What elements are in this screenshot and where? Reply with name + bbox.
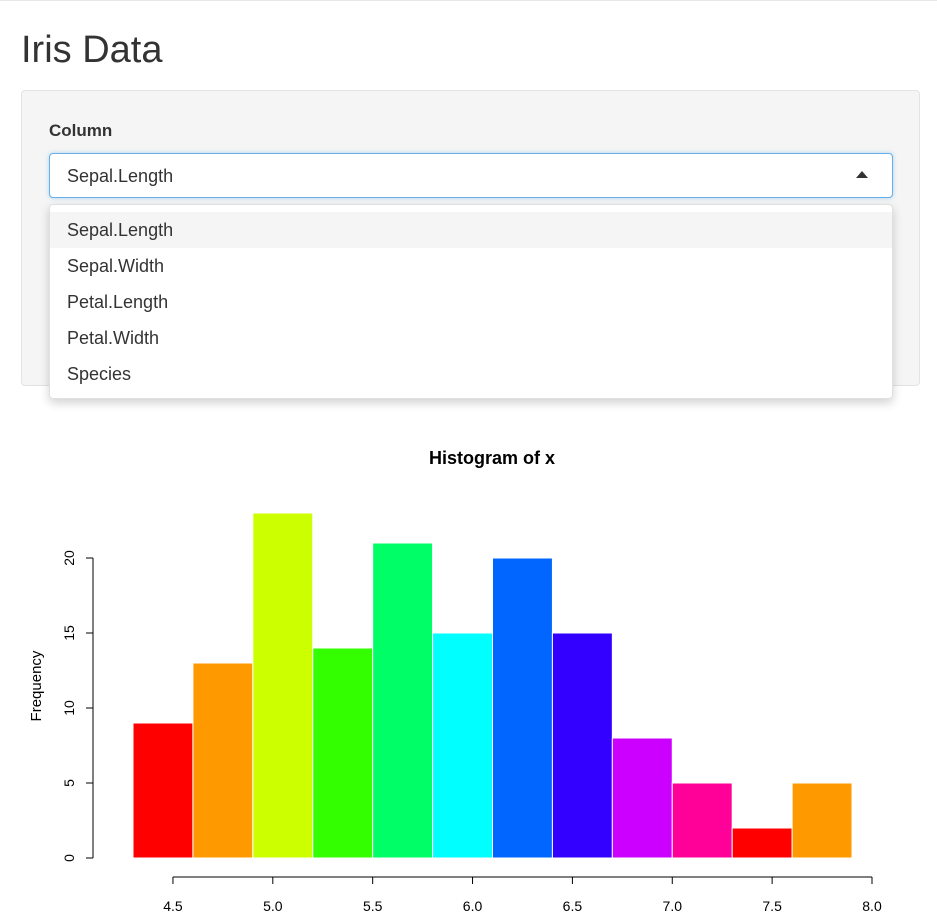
x-tick-label: 6.5 [563, 898, 583, 914]
y-axis-label: Frequency [28, 650, 45, 721]
dropdown-option[interactable]: Sepal.Length [50, 212, 892, 248]
caret-icon [856, 171, 868, 178]
x-tick-label: 5.5 [363, 898, 383, 914]
bar [372, 542, 434, 859]
bar [791, 782, 853, 859]
x-tick-label: 6.0 [463, 898, 483, 914]
bar [671, 782, 733, 859]
y-tick-label: 15 [61, 625, 77, 641]
x-tick-label: 7.0 [663, 898, 683, 914]
bar [731, 827, 793, 859]
dropdown-menu: Sepal.Length Sepal.Width Petal.Length Petal… [49, 204, 893, 399]
chart-title: Histogram of x [429, 448, 555, 468]
selected-value: Sepal.Length [67, 166, 174, 186]
dropdown-option[interactable]: Species [67, 364, 132, 384]
bar [312, 647, 374, 859]
y-tick-label: 10 [61, 700, 77, 716]
bar [132, 722, 194, 859]
y-tick-label: 5 [61, 779, 77, 787]
bar [252, 512, 314, 859]
x-tick-label: 7.5 [762, 898, 782, 914]
bar [432, 632, 494, 859]
bar [611, 737, 673, 859]
y-tick-label: 0 [61, 854, 77, 862]
bar [551, 632, 613, 859]
dropdown-option[interactable]: Sepal.Width [67, 256, 165, 276]
y-tick-label: 20 [61, 550, 77, 566]
dropdown-option[interactable]: Petal.Length [67, 292, 169, 312]
bar [492, 557, 553, 859]
select-input[interactable]: Sepal.Length [49, 153, 893, 198]
input-label: Column [49, 121, 113, 140]
page-title: Iris Data [21, 29, 163, 71]
x-tick-label: 5.0 [263, 898, 283, 914]
dropdown-option[interactable]: Petal.Width [67, 328, 160, 348]
bar [192, 662, 254, 859]
x-tick-label: 4.5 [163, 898, 183, 914]
x-tick-label: 8.0 [862, 898, 882, 914]
